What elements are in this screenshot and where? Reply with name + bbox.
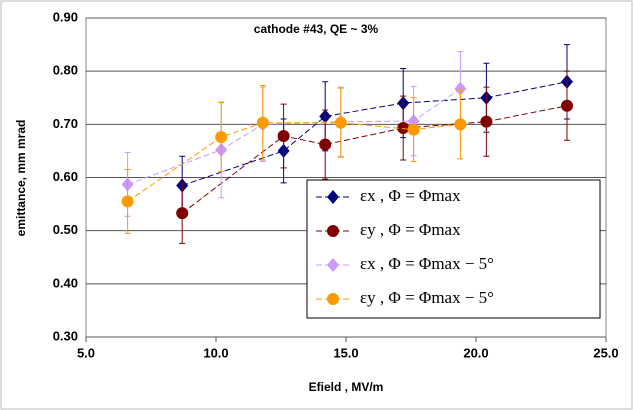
- y-tick-label: 0.90: [53, 9, 78, 24]
- point: [454, 118, 467, 131]
- y-tick-label: 0.50: [53, 222, 78, 237]
- point: [334, 116, 347, 129]
- series-line: [182, 81, 568, 186]
- chart-title: cathode #43, QE ~ 3%: [254, 22, 379, 36]
- x-tick-label: 20.0: [463, 345, 488, 360]
- legend-marker: [327, 190, 339, 204]
- point: [561, 99, 573, 112]
- point: [319, 138, 332, 151]
- y-tick-label: 0.70: [53, 116, 78, 131]
- x-axis-label: Efield , MV/m: [309, 380, 384, 394]
- point: [454, 81, 467, 96]
- point: [480, 115, 493, 128]
- y-tick-label: 0.60: [53, 169, 78, 184]
- x-tick-label: 25.0: [593, 345, 618, 360]
- series-line: [181, 105, 568, 214]
- x-tick-label: 5.0: [77, 345, 95, 360]
- point: [407, 123, 420, 136]
- series-line: [127, 122, 461, 202]
- legend: [306, 179, 601, 319]
- point: [176, 207, 189, 220]
- point: [397, 122, 410, 135]
- x-tick-label: 15.0: [333, 345, 358, 360]
- legend-label: εx , Φ = Φmax − 5°: [360, 254, 494, 273]
- y-tick-label: 0.80: [53, 63, 78, 78]
- y-tick-label: 0.30: [53, 328, 78, 343]
- legend-label: εx , Φ = Φmax: [360, 186, 461, 205]
- legend-label: εy , Φ = Φmax: [360, 220, 461, 239]
- point: [215, 131, 228, 144]
- legend-marker: [327, 293, 339, 305]
- point: [256, 116, 269, 129]
- x-tick-label: 10.0: [203, 345, 228, 360]
- series-line: [127, 88, 461, 185]
- y-tick-label: 0.40: [53, 275, 78, 290]
- legend-marker: [327, 258, 339, 272]
- y-axis-label: emittance, mm mrad: [14, 120, 28, 237]
- legend-label: εy , Φ = Φmax − 5°: [360, 288, 494, 307]
- point: [277, 130, 290, 143]
- legend-marker: [327, 225, 339, 237]
- point: [121, 195, 134, 208]
